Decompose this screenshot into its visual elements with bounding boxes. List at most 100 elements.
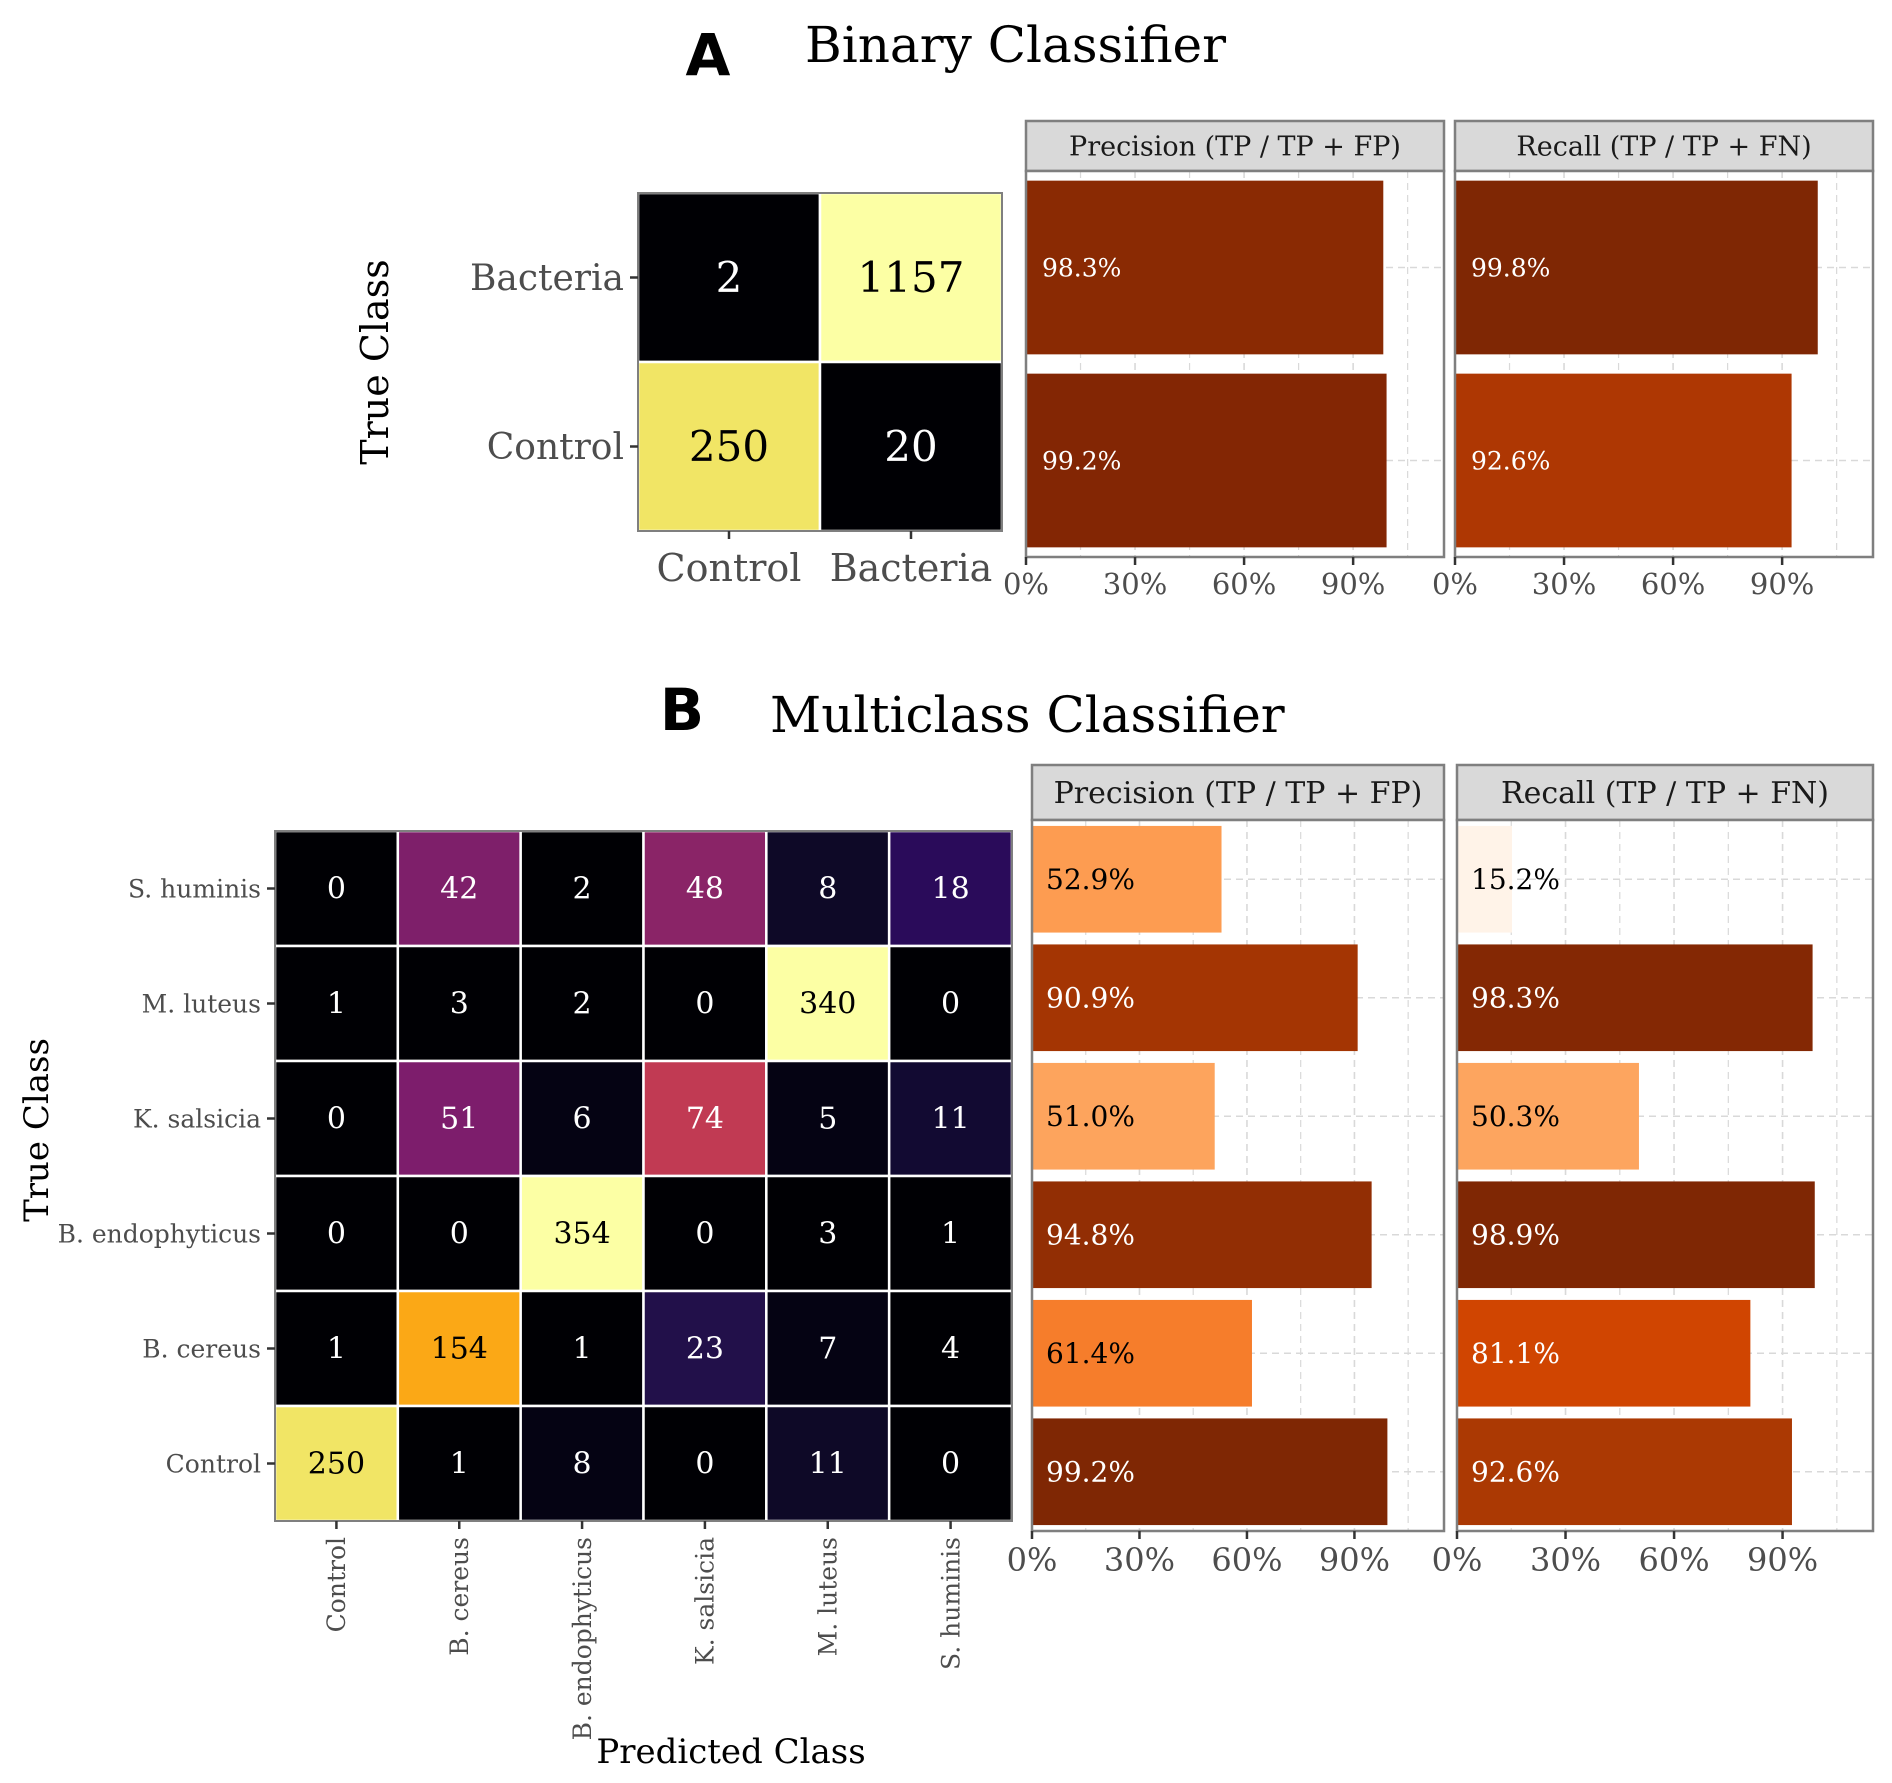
x-tick-label-30: 30% [1530, 1541, 1601, 1579]
y-tick-label-control: Control [166, 1449, 261, 1478]
heatmap-value-b-cereus-b-endophyticus: 1 [573, 1332, 592, 1367]
panel-a-title: Binary Classifier [805, 16, 1226, 74]
x-tick-label-90: 90% [1321, 567, 1385, 601]
multiclass_recall-panel-border [1455, 818, 1875, 1533]
heatmap-value-b-cereus-control: 1 [327, 1332, 346, 1367]
bar-label-control: 92.6% [1471, 446, 1550, 475]
heatmap-cell-b-cereus-s-huminis [887, 1289, 1014, 1408]
heatmap-value-control-control: 250 [689, 422, 769, 471]
multiclass_confusion-group: 0 42 2 48 8 181 3 2 0 340 00 51 6 74 5 110 0 354 0 3 11 154 1 2… [58, 829, 1014, 1740]
heatmap-value-s-huminis-b-cereus: 42 [440, 872, 478, 907]
heatmap-value-k-salsicia-b-cereus: 51 [440, 1102, 478, 1137]
heatmap-value-b-endophyticus-b-endophyticus: 354 [553, 1217, 610, 1252]
multiclass_precision-panel-border [1030, 818, 1446, 1533]
heatmap-cell-b-endophyticus-s-huminis [887, 1174, 1014, 1293]
x-tick-label-60: 60% [1212, 567, 1276, 601]
x-tick-label-b-endophyticus: B. endophyticus [568, 1537, 597, 1740]
binary_confusion-border [637, 192, 1003, 532]
y-tick-label-control: Control [487, 427, 624, 468]
x-tick-label-30: 30% [1103, 567, 1167, 601]
binary_precision-strip [1024, 119, 1446, 173]
bar-label-bacteria: 98.3% [1042, 253, 1121, 282]
heatmap-value-b-cereus-m-luteus: 7 [818, 1332, 837, 1367]
bar-label-b-cereus: 81.1% [1471, 1337, 1560, 1370]
y-tick-label-k-salsicia: K. salsicia [133, 1104, 261, 1133]
bar-s-huminis [1457, 825, 1512, 933]
multiclass_recall-strip-title: Recall (TP / TP + FN) [1501, 776, 1829, 811]
bar-control [1026, 373, 1387, 548]
bar-k-salsicia [1032, 1062, 1215, 1170]
heatmap-value-b-endophyticus-s-huminis: 1 [941, 1217, 960, 1252]
x-tick-label-60: 60% [1641, 567, 1705, 601]
heatmap-value-k-salsicia-control: 0 [327, 1102, 346, 1137]
bar-label-k-salsicia: 50.3% [1471, 1100, 1560, 1133]
heatmap-value-bacteria-bacteria: 1157 [858, 253, 965, 302]
bar-b-endophyticus [1457, 1181, 1815, 1289]
bar-label-s-huminis: 15.2% [1471, 863, 1560, 896]
heatmap-cell-b-cereus-k-salsicia [642, 1289, 768, 1408]
heatmap-value-b-cereus-k-salsicia: 23 [686, 1332, 724, 1367]
binary_recall-strip [1453, 119, 1875, 173]
heatmap-value-k-salsicia-m-luteus: 5 [818, 1102, 837, 1137]
panel-a-letter: A [686, 21, 731, 89]
heatmap-value-control-control: 250 [308, 1447, 365, 1482]
heatmap-value-m-luteus-s-huminis: 0 [941, 987, 960, 1022]
heatmap-value-b-cereus-s-huminis: 4 [941, 1332, 960, 1367]
heatmap-cell-m-luteus-m-luteus [765, 944, 891, 1063]
heatmap-cell-b-endophyticus-m-luteus [765, 1174, 891, 1293]
bar-label-k-salsicia: 51.0% [1046, 1100, 1135, 1133]
heatmap-cell-m-luteus-b-cereus [396, 944, 522, 1063]
heatmap-cell-k-salsicia-m-luteus [765, 1059, 891, 1178]
heatmap-cell-s-huminis-k-salsicia [642, 829, 768, 948]
bar-label-control: 99.2% [1046, 1456, 1135, 1489]
x-tick-label-0: 0% [1007, 1541, 1058, 1579]
bar-label-s-huminis: 52.9% [1046, 863, 1135, 896]
heatmap-value-s-huminis-k-salsicia: 48 [686, 872, 724, 907]
heatmap-value-m-luteus-b-cereus: 3 [450, 987, 469, 1022]
binary_recall-group: Recall (TP / TP + FN) 99.8% 92.6% 0% 30% 60% 9… [1432, 119, 1875, 601]
x-tick-label-30: 30% [1532, 567, 1596, 601]
heatmap-value-b-endophyticus-k-salsicia: 0 [695, 1217, 714, 1252]
heatmap-value-m-luteus-b-endophyticus: 2 [573, 987, 592, 1022]
bar-label-control: 92.6% [1471, 1456, 1560, 1489]
panel-b-x-axis-label: Predicted Class [596, 1732, 865, 1772]
heatmap-value-s-huminis-b-endophyticus: 2 [573, 872, 592, 907]
bar-label-m-luteus: 90.9% [1046, 982, 1135, 1015]
bar-label-b-cereus: 61.4% [1046, 1337, 1135, 1370]
bar-label-bacteria: 99.8% [1471, 253, 1550, 282]
multiclass_precision-panel-bg [1032, 820, 1444, 1531]
heatmap-value-m-luteus-k-salsicia: 0 [695, 987, 714, 1022]
heatmap-cell-b-cereus-b-cereus [396, 1289, 522, 1408]
multiclass_precision-group: Precision (TP / TP + FP) 52.9% 90.9% 51.0% 9… [1007, 763, 1446, 1579]
x-tick-label-bacteria: Bacteria [830, 546, 993, 590]
multiclass_recall-panel-bg [1457, 820, 1873, 1531]
x-tick-label-control: Control [657, 546, 802, 590]
bar-label-b-endophyticus: 98.9% [1471, 1219, 1560, 1252]
bar-k-salsicia [1457, 1062, 1639, 1170]
heatmap-value-k-salsicia-s-huminis: 11 [931, 1102, 969, 1137]
heatmap-value-b-endophyticus-b-cereus: 0 [450, 1217, 469, 1252]
bar-control [1457, 1418, 1792, 1526]
heatmap-value-b-cereus-b-cereus: 154 [431, 1332, 488, 1367]
x-tick-label-m-luteus: M. luteus [814, 1537, 843, 1656]
bar-b-cereus [1457, 1299, 1751, 1407]
binary_precision-panel-border [1024, 169, 1446, 559]
heatmap-value-k-salsicia-k-salsicia: 74 [686, 1102, 724, 1137]
panel-a-y-axis-label: True Class [353, 259, 397, 464]
heatmap-cell-control-b-endophyticus [519, 1404, 645, 1523]
binary_precision-strip-title: Precision (TP / TP + FP) [1069, 131, 1401, 162]
heatmap-value-b-endophyticus-control: 0 [327, 1217, 346, 1252]
bar-bacteria [1455, 180, 1818, 355]
multiclass_confusion-border [274, 830, 1013, 1522]
heatmap-value-k-salsicia-b-endophyticus: 6 [573, 1102, 592, 1137]
heatmap-cell-b-endophyticus-k-salsicia [642, 1174, 768, 1293]
x-tick-label-0: 0% [1432, 1541, 1483, 1579]
heatmap-cell-control-s-huminis [887, 1404, 1014, 1523]
x-tick-label-0: 0% [1432, 567, 1478, 601]
binary_recall-strip-title: Recall (TP / TP + FN) [1516, 131, 1811, 162]
bar-control [1455, 373, 1792, 548]
heatmap-cell-control-control [636, 360, 822, 533]
binary_recall-panel-border [1453, 169, 1875, 559]
